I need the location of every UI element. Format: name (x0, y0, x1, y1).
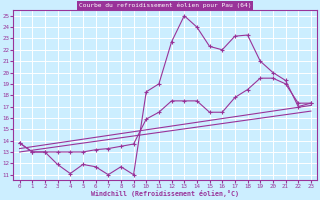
Title: Courbe du refroidissement éolien pour Pau (64): Courbe du refroidissement éolien pour Pa… (79, 3, 252, 8)
X-axis label: Windchill (Refroidissement éolien,°C): Windchill (Refroidissement éolien,°C) (91, 190, 239, 197)
